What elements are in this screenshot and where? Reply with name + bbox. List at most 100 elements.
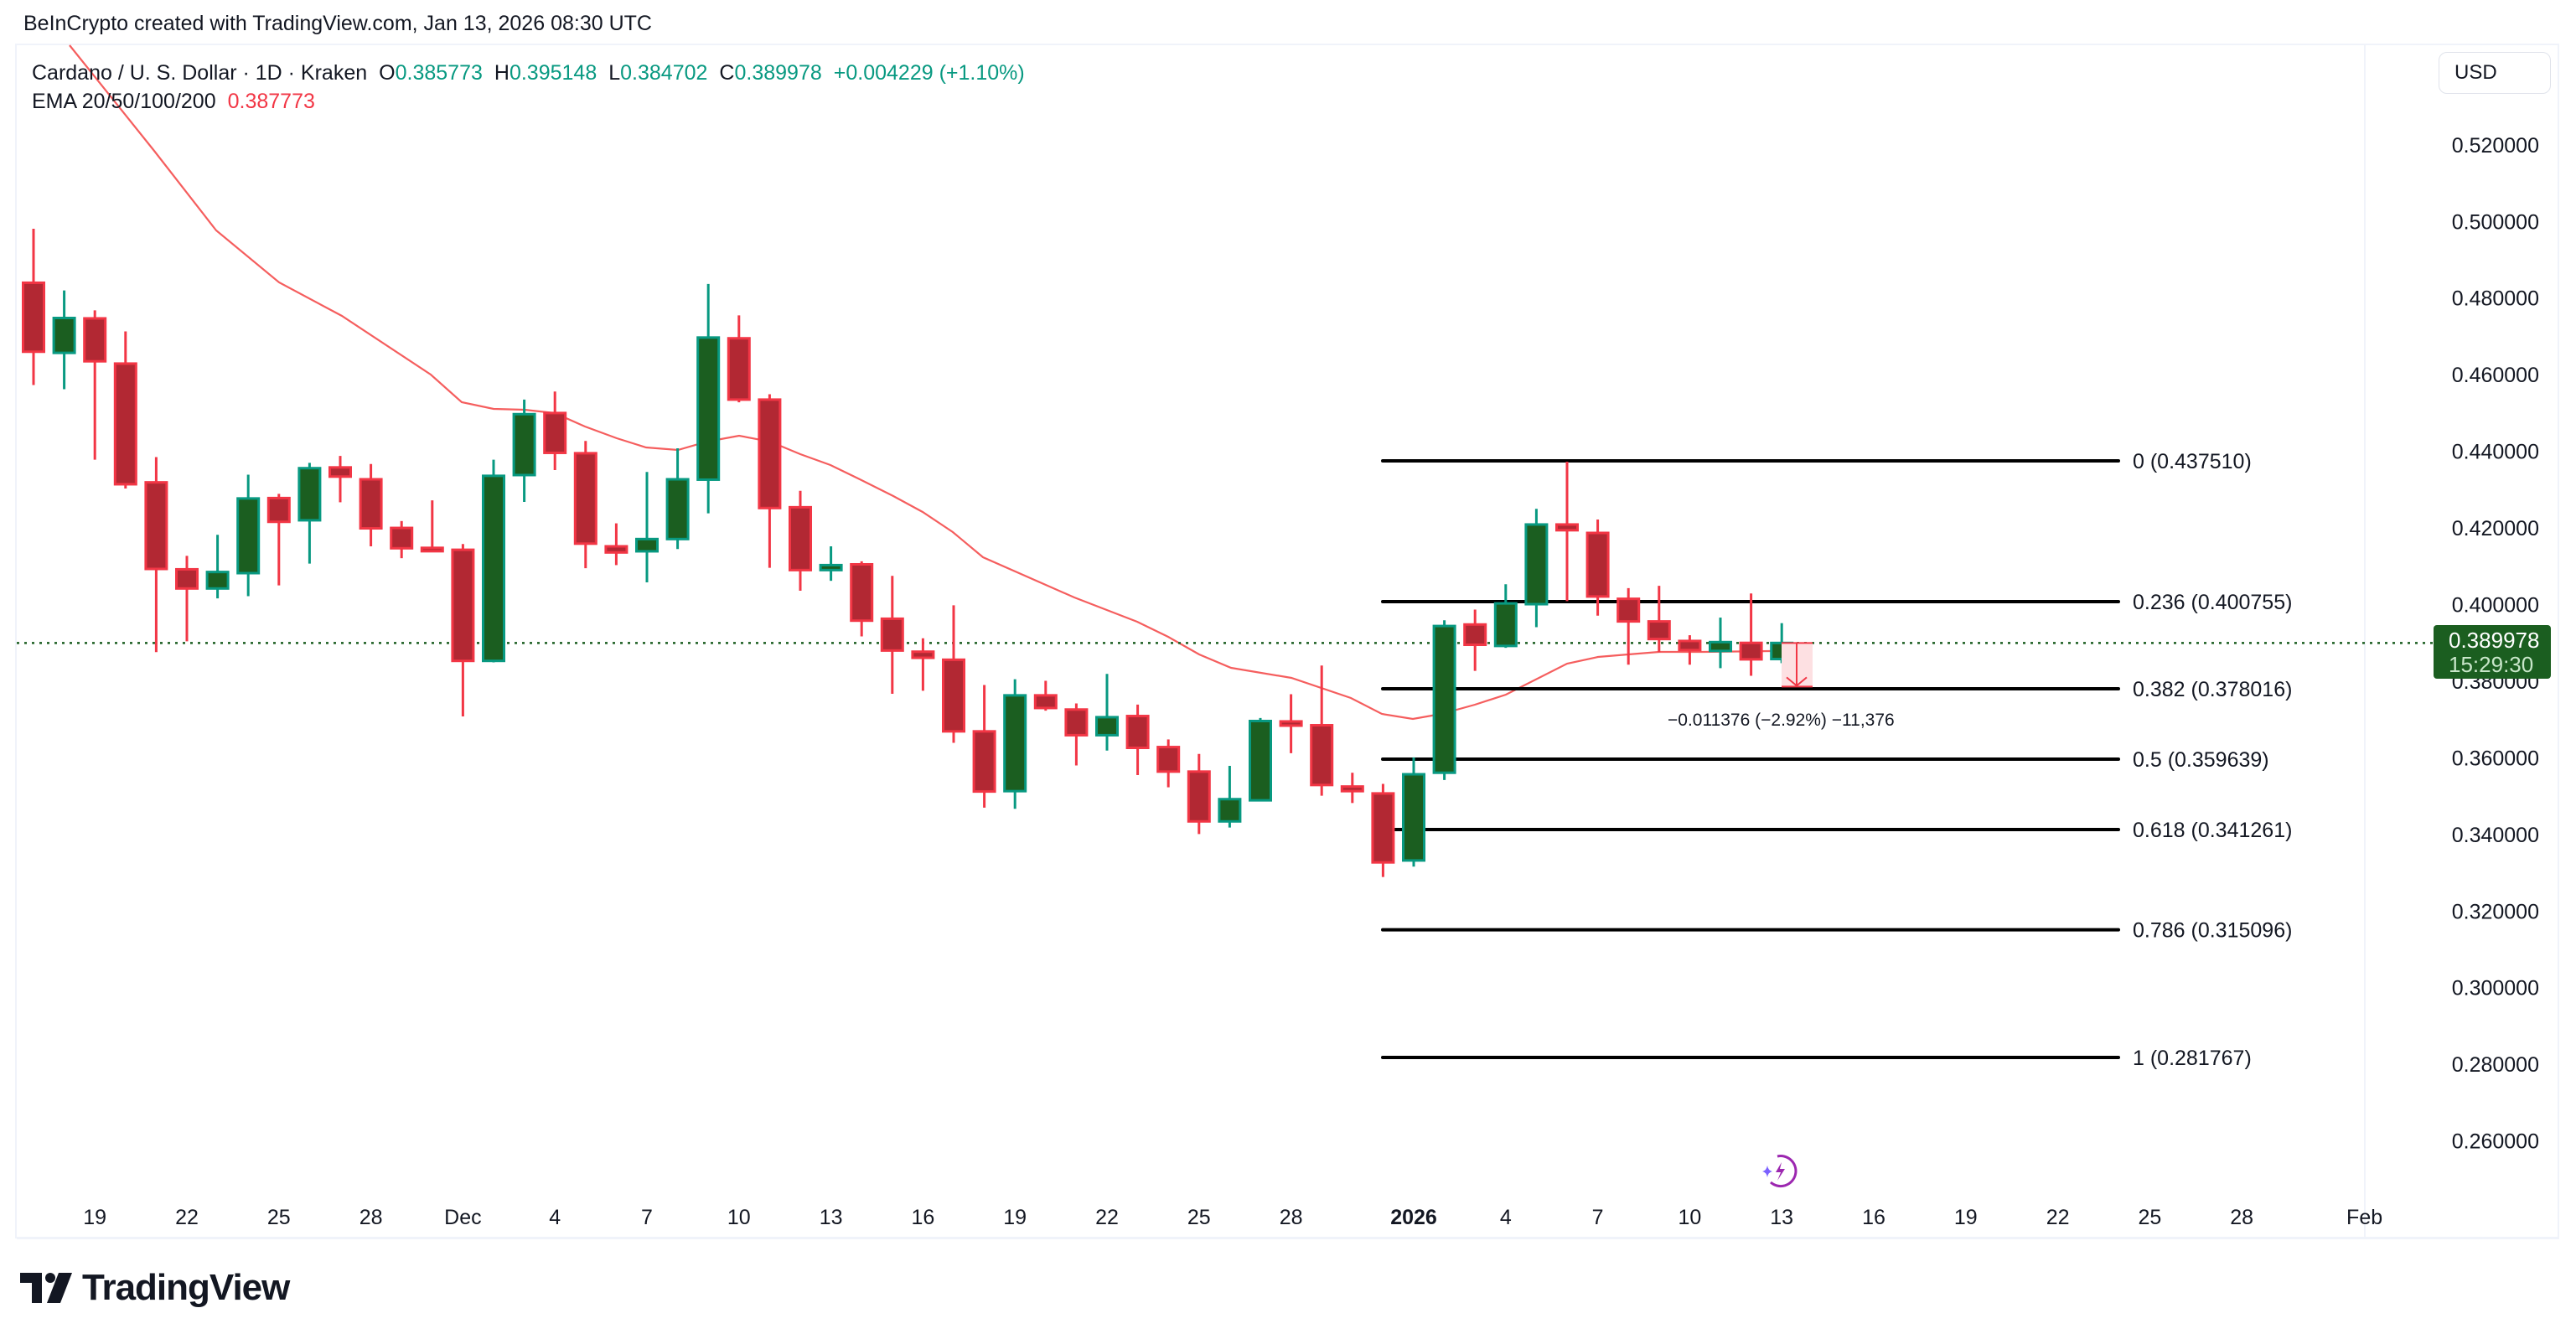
candle-down[interactable]	[1678, 635, 1702, 665]
candle-up[interactable]	[512, 399, 536, 502]
candle-down[interactable]	[113, 331, 137, 489]
time-tick-label: 25	[267, 1206, 291, 1229]
time-tick-label: 25	[2138, 1206, 2161, 1229]
candle-down[interactable]	[1616, 587, 1641, 665]
candle-down[interactable]	[1064, 703, 1089, 766]
lightning-event-icon[interactable]	[1762, 1155, 1798, 1188]
candle-down[interactable]	[1647, 586, 1671, 653]
close-label: C	[719, 61, 735, 85]
ema-label[interactable]: EMA 20/50/100/200	[32, 90, 216, 113]
candle-up[interactable]	[52, 290, 76, 390]
candle-up[interactable]	[1095, 674, 1119, 751]
time-tick-label: 28	[2230, 1206, 2253, 1229]
candle-down[interactable]	[1463, 609, 1487, 671]
candle-down[interactable]	[1033, 680, 1058, 711]
candle-down[interactable]	[573, 441, 597, 569]
price-tick-label: 0.520000	[2452, 134, 2539, 158]
candle-up[interactable]	[236, 474, 261, 597]
candle-down[interactable]	[1156, 739, 1181, 788]
candle-up[interactable]	[482, 459, 505, 663]
candle-down[interactable]	[604, 523, 628, 566]
candle-down[interactable]	[1310, 665, 1334, 796]
time-tick-label: 22	[175, 1206, 199, 1229]
price-axis[interactable]: 0.520000 0.500000 0.480000 0.460000 0.440000…	[17, 45, 2559, 1239]
price-tick-label: 0.360000	[2452, 747, 2539, 770]
time-tick-label: 25	[1187, 1206, 1211, 1229]
symbol-title[interactable]: Cardano / U. S. Dollar · 1D · Kraken	[32, 61, 368, 85]
candle-down[interactable]	[420, 500, 444, 553]
candle-up[interactable]	[635, 472, 659, 582]
ema-line[interactable]	[69, 44, 1793, 721]
candle-up[interactable]	[297, 463, 322, 564]
price-tick-label: 0.420000	[2452, 517, 2539, 540]
time-tick-label: 7	[641, 1206, 653, 1229]
candle-down[interactable]	[880, 576, 904, 695]
candle-down[interactable]	[942, 605, 965, 743]
candle-up[interactable]	[665, 447, 690, 550]
fib-level-label: 0 (0.437510)	[2133, 450, 2252, 473]
candle-up[interactable]	[1709, 618, 1732, 669]
candle-up[interactable]	[1003, 679, 1027, 809]
time-tick-label: 19	[83, 1206, 106, 1229]
fibonacci-retracement[interactable]: 0 (0.437510) 0.236 (0.400755) 0.382 (0.378…	[1381, 450, 2292, 1070]
fib-level-label: 0.236 (0.400755)	[2133, 591, 2292, 614]
candle-up[interactable]	[819, 546, 843, 582]
candle-down[interactable]	[328, 456, 352, 503]
tradingview-logo[interactable]: TradingView	[20, 1267, 290, 1309]
fib-level-label: 1 (0.281767)	[2133, 1047, 2252, 1070]
candle-down[interactable]	[543, 391, 567, 471]
time-tick-label: 28	[360, 1206, 383, 1229]
candle-down[interactable]	[972, 685, 996, 808]
high-value: 0.395148	[509, 61, 597, 85]
candle-down[interactable]	[727, 315, 751, 403]
candle-down[interactable]	[144, 457, 168, 653]
candle-up[interactable]	[1524, 509, 1549, 628]
candle-down[interactable]	[266, 494, 291, 586]
time-axis[interactable]: 19 22 25 28 Dec 4 7 10 13 16 19 22 25 28 2026 4 7 10 13 16 1…	[83, 1206, 2382, 1229]
candle-down[interactable]	[1371, 783, 1395, 877]
currency-button[interactable]: USD	[2439, 52, 2551, 94]
high-label: H	[494, 61, 510, 85]
candle-down[interactable]	[1279, 694, 1303, 753]
time-tick-label: 16	[911, 1206, 934, 1229]
candle-down[interactable]	[911, 638, 935, 691]
price-range-measure[interactable]	[1782, 642, 1813, 688]
candle-down[interactable]	[1187, 753, 1211, 835]
candle-down[interactable]	[390, 520, 414, 559]
fib-level-label: 0.5 (0.359639)	[2133, 748, 2269, 772]
measure-label: −0.011376 (−2.92%) −11,376	[1668, 711, 1895, 730]
candle-down[interactable]	[83, 310, 107, 460]
ema-row: EMA 20/50/100/200 0.387773	[32, 87, 1025, 116]
candle-down[interactable]	[22, 228, 45, 385]
low-value: 0.384702	[620, 61, 708, 85]
time-tick-label: 7	[1592, 1206, 1604, 1229]
candle-up[interactable]	[696, 283, 721, 514]
price-tick-label: 0.260000	[2452, 1130, 2539, 1154]
time-tick-label: 13	[820, 1206, 843, 1229]
candle-down[interactable]	[789, 490, 812, 592]
candle-down[interactable]	[1739, 593, 1763, 676]
last-price-tag: 0.389978 15:29:30	[2434, 625, 2551, 679]
price-tick-label: 0.280000	[2452, 1053, 2539, 1077]
candle-up[interactable]	[1493, 584, 1518, 649]
candle-up[interactable]	[1402, 757, 1425, 867]
price-tick-label: 0.460000	[2452, 364, 2539, 387]
candle-down[interactable]	[1555, 461, 1579, 602]
candle-down[interactable]	[1585, 520, 1610, 616]
candles	[22, 228, 1794, 877]
tradingview-logo-icon	[20, 1273, 72, 1303]
candle-up[interactable]	[1218, 765, 1242, 828]
price-tick-label: 0.500000	[2452, 210, 2539, 234]
candle-up[interactable]	[1432, 620, 1456, 780]
candle-down[interactable]	[758, 394, 782, 568]
candle-down[interactable]	[451, 544, 475, 717]
candle-up[interactable]	[1249, 717, 1272, 802]
candle-down[interactable]	[175, 556, 199, 642]
candle-down[interactable]	[850, 561, 874, 637]
candle-down[interactable]	[359, 463, 383, 547]
candle-up[interactable]	[205, 535, 230, 599]
candle-down[interactable]	[1340, 773, 1364, 804]
chart-legend: Cardano / U. S. Dollar · 1D · Kraken O 0.…	[32, 59, 1025, 116]
candle-down[interactable]	[1125, 704, 1150, 775]
